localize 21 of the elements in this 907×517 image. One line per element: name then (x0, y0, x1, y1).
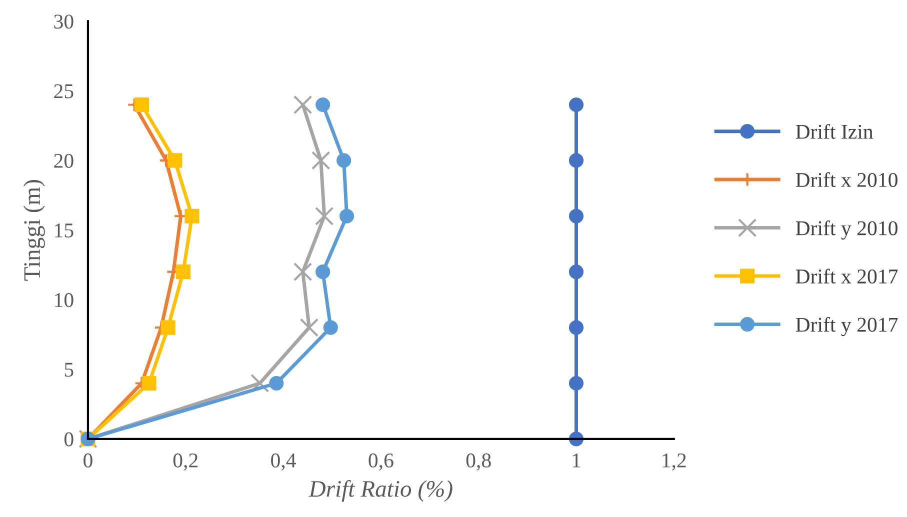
x-tick-label: 1 (572, 454, 580, 468)
x-tick-label: 0,2 (173, 453, 198, 470)
x-axis-title: Drift Ratio (%) (308, 480, 452, 502)
x-tick-label: 1,2 (662, 453, 686, 470)
y-tick-label: 5 (64, 362, 74, 377)
y-tick-label: 20 (54, 154, 74, 168)
x-tick-label: 0,4 (271, 453, 296, 470)
y-tick-label: 15 (55, 224, 74, 238)
y-axis-title: Tinggi (m) (23, 180, 45, 281)
legend-label: Drift x 2010 (796, 172, 898, 188)
y-tick-label: 25 (54, 84, 74, 98)
y-tick-label: 0 (64, 432, 74, 446)
y-tick-label: 30 (54, 14, 74, 29)
y-tick-label: 10 (55, 293, 74, 308)
x-tick-label: 0 (84, 453, 92, 468)
x-tick-label: 0,8 (466, 453, 491, 470)
x-tick-label: 0,6 (368, 453, 394, 470)
legend-label: Drift y 2017 (796, 316, 898, 336)
legend-label: Drift x 2017 (796, 268, 898, 284)
legend-label: Drift y 2010 (796, 220, 898, 240)
legend-label: Drift Izin (796, 124, 874, 139)
